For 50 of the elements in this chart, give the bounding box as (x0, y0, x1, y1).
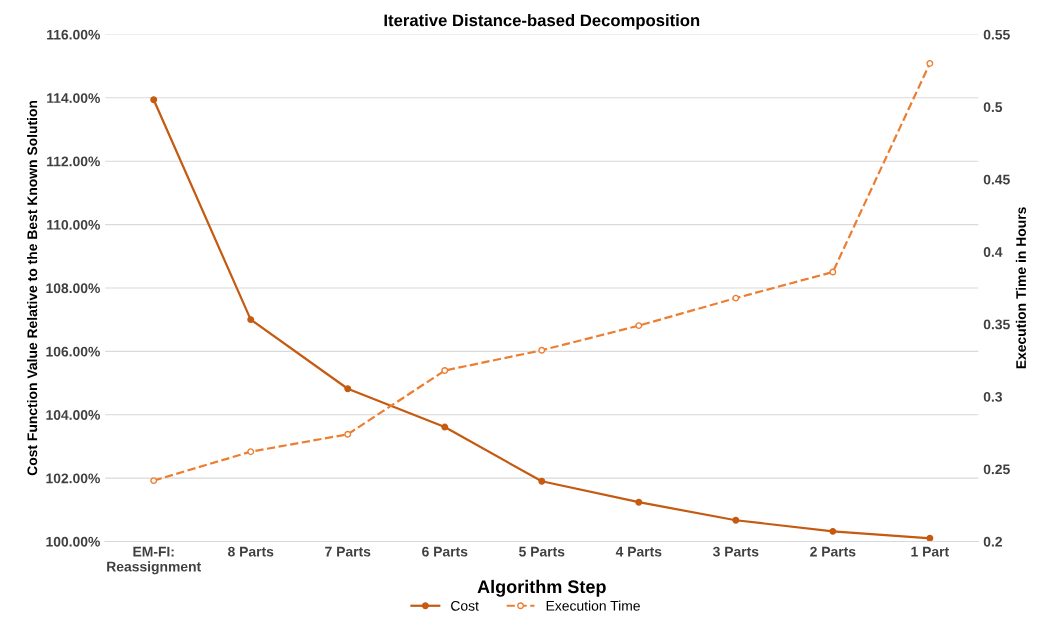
y-tick-label: 106.00% (46, 346, 100, 357)
x-tick-label: 1 Part (911, 546, 949, 557)
point (732, 516, 740, 524)
y2-tick-label: 0.25 (983, 464, 1010, 475)
point (538, 477, 546, 485)
y-tick-label: 104.00% (46, 410, 100, 420)
x-tick-label: 6 Parts (422, 546, 468, 557)
y2-tick-label: 0.35 (983, 319, 1010, 330)
point (344, 430, 352, 438)
legend-label: Execution Time (546, 600, 640, 611)
y-tick-label: 116.00% (47, 29, 100, 40)
y2-tick-label: 0.2 (983, 536, 1002, 547)
x-tick-label: 8 Parts (228, 546, 274, 557)
point (441, 367, 449, 375)
y-tick-label: 114.00% (47, 93, 100, 103)
y-tick-label: 108.00% (46, 283, 100, 294)
point (829, 268, 837, 276)
y2-tick-label: 0.3 (983, 391, 1003, 402)
point (538, 346, 546, 354)
x-tick-label: 7 Parts (325, 546, 371, 557)
point (441, 423, 449, 431)
y2-tick-label: 0.5 (983, 102, 1003, 113)
y2-tick-label: 0.45 (983, 174, 1010, 185)
point (635, 498, 643, 506)
y-tick-label: 100.00% (46, 536, 100, 547)
point (150, 96, 158, 104)
x-tick-label: 3 Parts (712, 546, 759, 557)
y2-axis-title: Execution Time in Hours (1015, 207, 1027, 369)
point (926, 534, 934, 542)
point (635, 322, 643, 330)
point (247, 316, 255, 324)
y-axis-title: Cost Function Value Relative to the Best Known Solution (27, 100, 38, 476)
y-tick-label: 112.00% (47, 156, 100, 167)
x-tick-label: 4 Parts (615, 546, 662, 557)
x-axis-title: Algorithm Step (477, 579, 606, 597)
y-tick-label: 110.00% (47, 219, 100, 230)
point (247, 448, 255, 456)
point (150, 477, 158, 485)
x-tick-label: 5 Parts (519, 546, 565, 557)
point (344, 385, 352, 393)
point (732, 294, 740, 302)
legend-label: Cost (451, 600, 479, 611)
x-tick-label: EM-FI: Reassignment (107, 546, 202, 575)
chart-title: Iterative Distance-based Decomposition (384, 14, 700, 30)
point (829, 527, 837, 535)
y2-tick-label: 0.55 (983, 29, 1010, 40)
y2-tick-label: 0.4 (983, 247, 1003, 257)
y-tick-label: 102.00% (46, 473, 100, 484)
x-tick-label: 2 Parts (810, 546, 856, 557)
point (926, 59, 934, 67)
